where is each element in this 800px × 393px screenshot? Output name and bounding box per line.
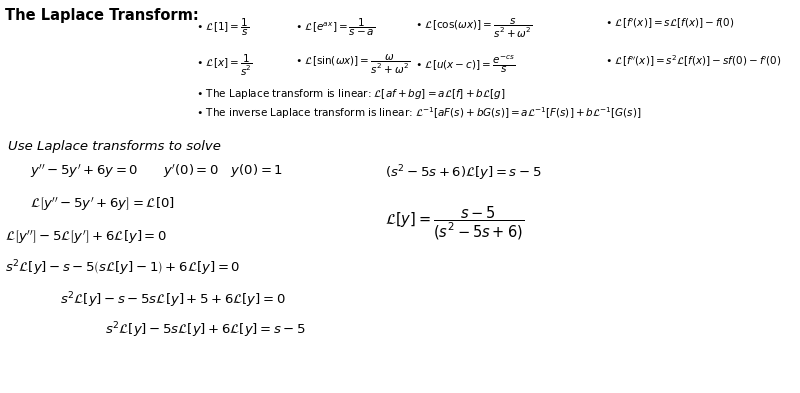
Text: $\bullet$ The Laplace transform is linear: $\mathcal{L}[af + bg] = a\mathcal{L}[: $\bullet$ The Laplace transform is linea… [196, 87, 506, 101]
Text: $s^2\mathcal{L}\left[y\right] - s - 5s\mathcal{L}\left[y\right] + 5 + 6\mathcal{: $s^2\mathcal{L}\left[y\right] - s - 5s\m… [60, 290, 286, 310]
Text: $\bullet\ \mathcal{L}[f'(x)] = s\mathcal{L}[f(x)] - f(0)$: $\bullet\ \mathcal{L}[f'(x)] = s\mathcal… [605, 17, 734, 31]
Text: $s^2\mathcal{L}\left[y\right] - s - 5\left(s\mathcal{L}\left[y\right] - 1\right): $s^2\mathcal{L}\left[y\right] - s - 5\le… [5, 258, 240, 277]
Text: $\mathcal{L}\left[y'' - 5y' + 6y\right] = \mathcal{L}[0]$: $\mathcal{L}\left[y'' - 5y' + 6y\right] … [30, 195, 174, 213]
Text: $\bullet\ \mathcal{L}[u(x-c)] = \dfrac{e^{-cs}}{s}$: $\bullet\ \mathcal{L}[u(x-c)] = \dfrac{e… [415, 53, 515, 75]
Text: $\bullet\ \mathcal{L}[1] = \dfrac{1}{s}$: $\bullet\ \mathcal{L}[1] = \dfrac{1}{s}$ [196, 17, 249, 38]
Text: The Laplace Transform:: The Laplace Transform: [5, 8, 198, 23]
Text: $\bullet\ \mathcal{L}[\sin(\omega x)] = \dfrac{\omega}{s^2+\omega^2}$: $\bullet\ \mathcal{L}[\sin(\omega x)] = … [295, 53, 410, 76]
Text: $s^2\mathcal{L}\left[y\right] - 5s\mathcal{L}\left[y\right] + 6\mathcal{L}\left[: $s^2\mathcal{L}\left[y\right] - 5s\mathc… [105, 320, 306, 340]
Text: $\bullet\ \mathcal{L}[f''(x)] = s^2\mathcal{L}[f(x)] - sf(0) - f'(0)$: $\bullet\ \mathcal{L}[f''(x)] = s^2\math… [605, 53, 782, 69]
Text: $\mathcal{L}\left[y''\right] - 5\mathcal{L}\left[y'\right] + 6\mathcal{L}\left[y: $\mathcal{L}\left[y''\right] - 5\mathcal… [5, 228, 167, 246]
Text: $\bullet\ \mathcal{L}[e^{ax}] = \dfrac{1}{s-a}$: $\bullet\ \mathcal{L}[e^{ax}] = \dfrac{1… [295, 17, 375, 38]
Text: $\bullet$ The inverse Laplace transform is linear: $\mathcal{L}^{-1}[aF(s)+bG(s): $\bullet$ The inverse Laplace transform … [196, 105, 642, 121]
Text: Use Laplace transforms to solve: Use Laplace transforms to solve [8, 140, 221, 153]
Text: $\mathcal{L}\left[y\right] = \dfrac{s - 5}{(s^2 - 5s + 6)}$: $\mathcal{L}\left[y\right] = \dfrac{s - … [385, 205, 524, 242]
Text: $\bullet\ \mathcal{L}[\cos(\omega x)] = \dfrac{s}{s^2+\omega^2}$: $\bullet\ \mathcal{L}[\cos(\omega x)] = … [415, 17, 533, 40]
Text: $(s^2 - 5s + 6)\mathcal{L}\left[y\right] = s - 5$: $(s^2 - 5s + 6)\mathcal{L}\left[y\right]… [385, 163, 542, 183]
Text: $\bullet\ \mathcal{L}[x] = \dfrac{1}{s^2}$: $\bullet\ \mathcal{L}[x] = \dfrac{1}{s^2… [196, 53, 253, 78]
Text: $y'' - 5y' + 6y = 0 \qquad y'(0) = 0 \quad y(0) = 1$: $y'' - 5y' + 6y = 0 \qquad y'(0) = 0 \qu… [30, 163, 283, 180]
